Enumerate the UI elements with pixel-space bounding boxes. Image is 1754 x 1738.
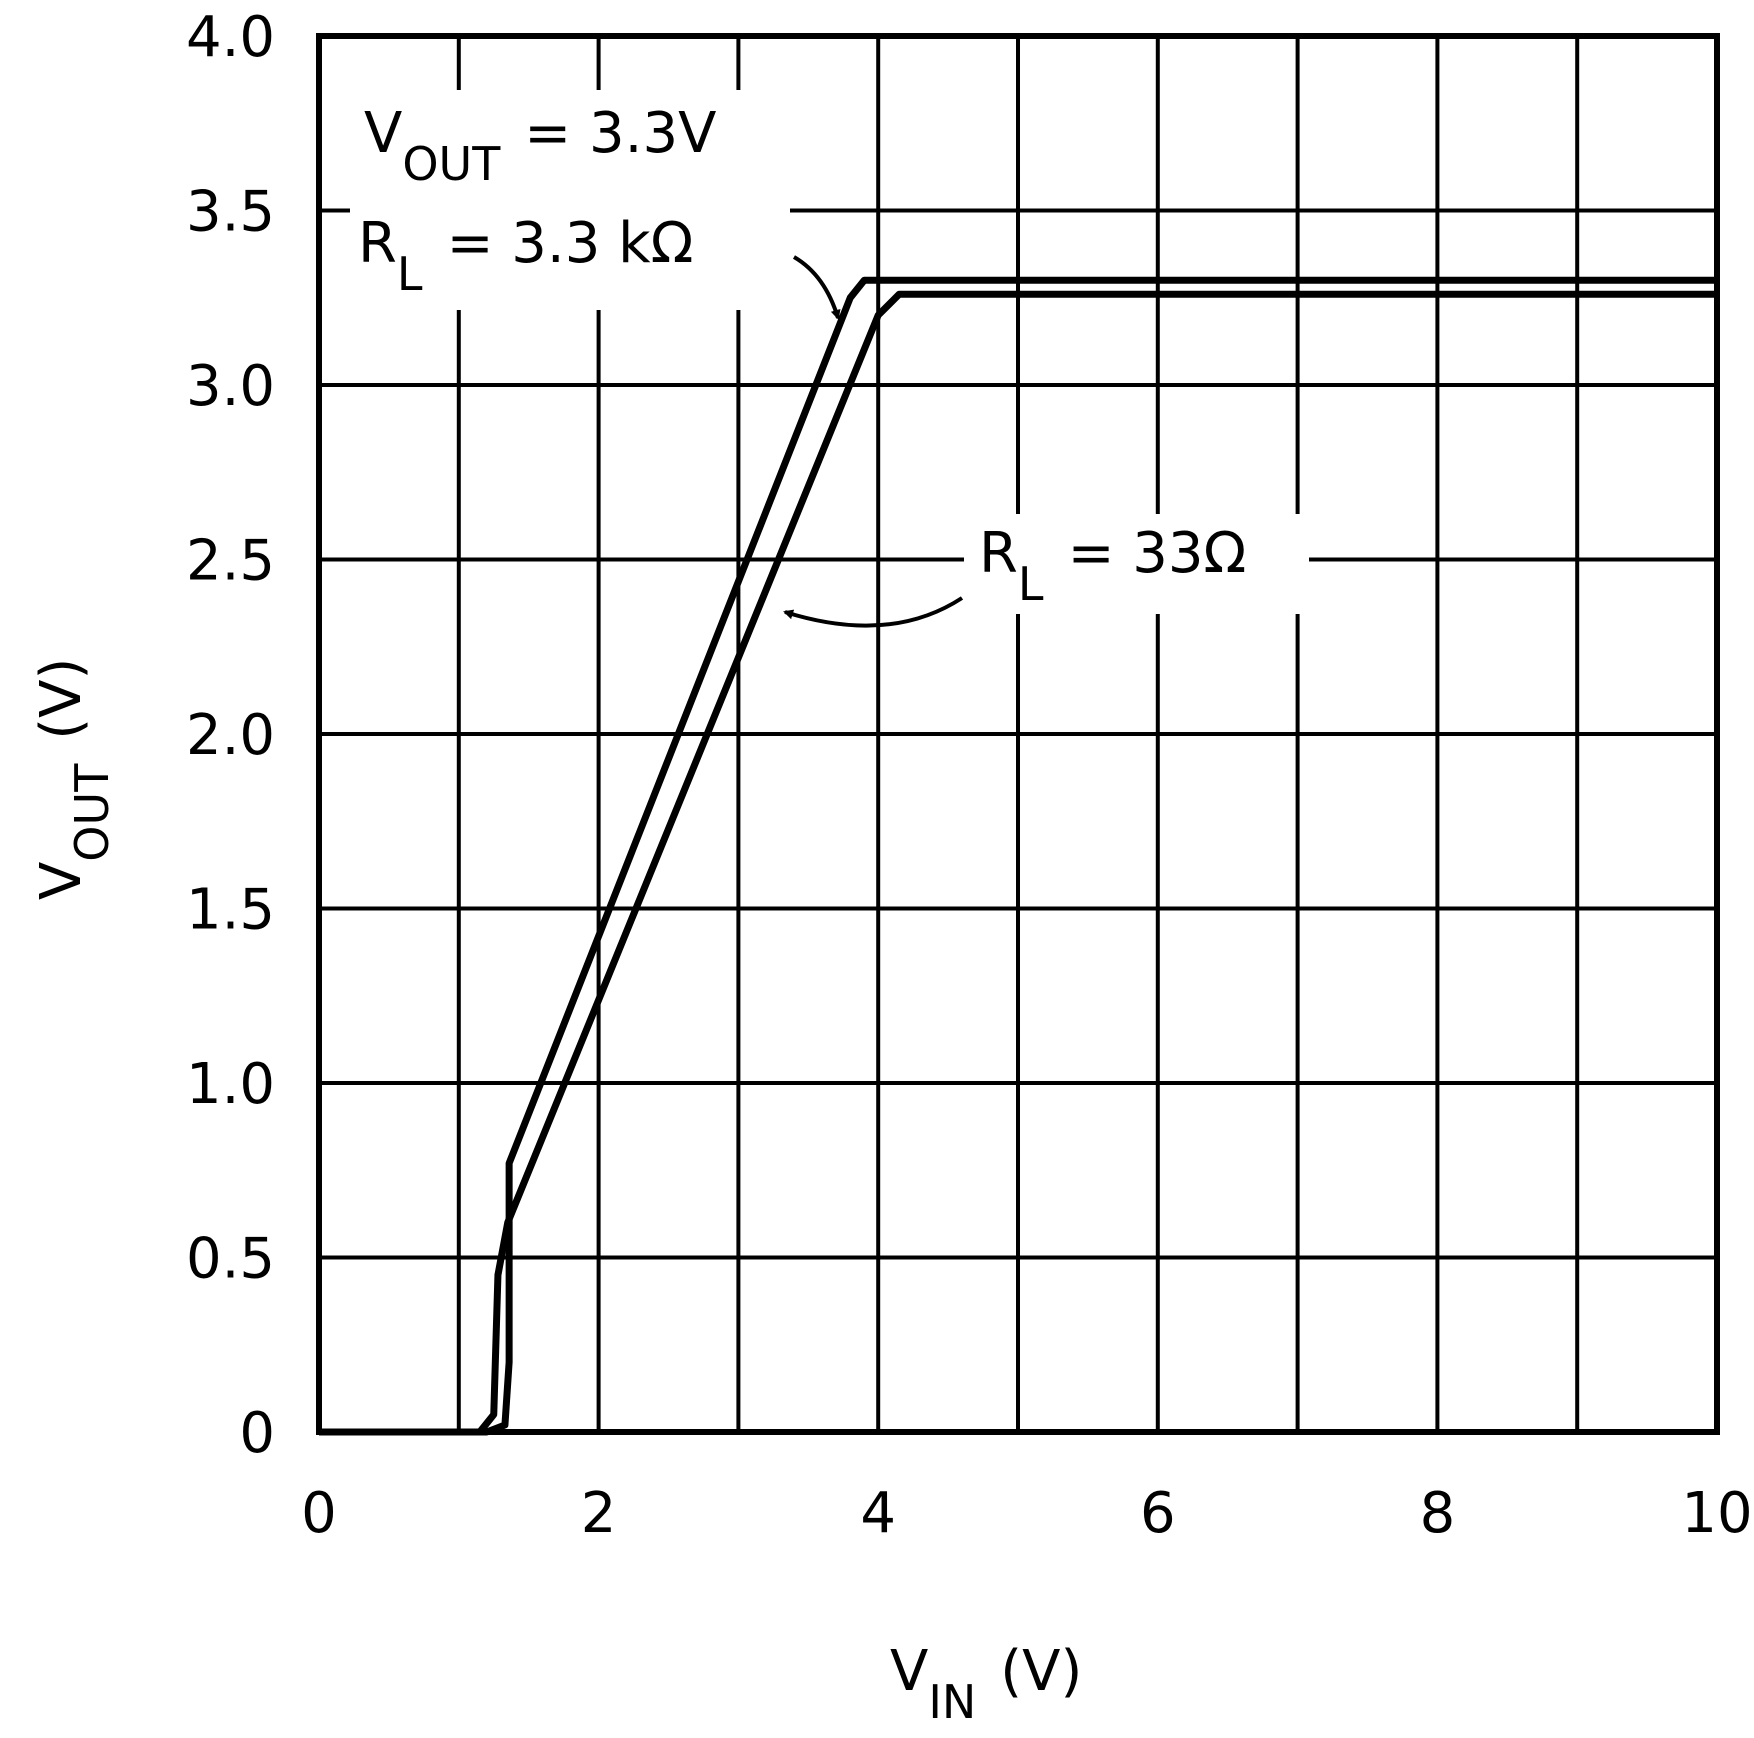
y-tick-label: 2.5 — [186, 529, 275, 594]
y-tick-label: 0.5 — [186, 1227, 275, 1292]
label-rest: (V) — [1000, 1639, 1082, 1704]
y-tick-label: 3.0 — [186, 354, 275, 419]
label-rest: (V) — [29, 658, 94, 740]
label-rest: = 3.3V — [524, 101, 716, 166]
label-main: V — [29, 862, 94, 900]
label: RL = 3.3 kΩ — [358, 211, 693, 301]
label-sub: IN — [928, 1675, 976, 1729]
y-tick-label: 3.5 — [186, 180, 275, 245]
label: VOUT = 3.3V — [364, 101, 716, 191]
label-main: R — [358, 211, 397, 276]
data-line — [319, 276, 1717, 1436]
label: RL = 33Ω — [979, 521, 1246, 611]
y-tick-label: 0 — [239, 1401, 275, 1466]
label-rest: = 33Ω — [1068, 521, 1247, 586]
annotation-arrow — [783, 596, 964, 628]
y-tick-label: 1.0 — [186, 1052, 275, 1117]
x-tick-label: 0 — [301, 1481, 337, 1546]
y-tick-label: 1.5 — [186, 878, 275, 943]
label-rest: = 3.3 kΩ — [447, 211, 694, 276]
label-group: VIN (V) — [890, 1639, 1082, 1729]
annotation-background — [350, 90, 790, 310]
plot-frame — [316, 33, 1720, 1435]
annotation-arrow — [792, 255, 841, 320]
label-background — [964, 514, 1309, 614]
label: VIN (V) — [890, 1639, 1082, 1729]
x-tick-label: 6 — [1140, 1481, 1176, 1546]
label-sub: L — [1018, 557, 1044, 611]
label-sub: L — [397, 247, 423, 301]
label-main: V — [364, 101, 402, 166]
y-tick-label: 2.0 — [186, 703, 275, 768]
label-group: RL = 3.3 kΩ — [358, 211, 693, 301]
x-tick-label: 8 — [1420, 1481, 1456, 1546]
data-line — [319, 290, 1717, 1436]
label-sub: OUT — [65, 763, 119, 862]
x-tick-label: 4 — [860, 1481, 896, 1546]
x-tick-label: 10 — [1681, 1481, 1752, 1546]
y-tick-label: 4.0 — [186, 5, 275, 70]
label-group: VOUT (V) — [29, 658, 119, 900]
label-group: VOUT = 3.3V — [364, 101, 716, 191]
label-sub: OUT — [402, 137, 501, 191]
label-group: RL = 33Ω — [964, 514, 1309, 614]
x-tick-label: 2 — [581, 1481, 617, 1546]
label-main: R — [979, 521, 1018, 586]
label-main: V — [890, 1639, 928, 1704]
label: VOUT (V) — [29, 658, 119, 900]
